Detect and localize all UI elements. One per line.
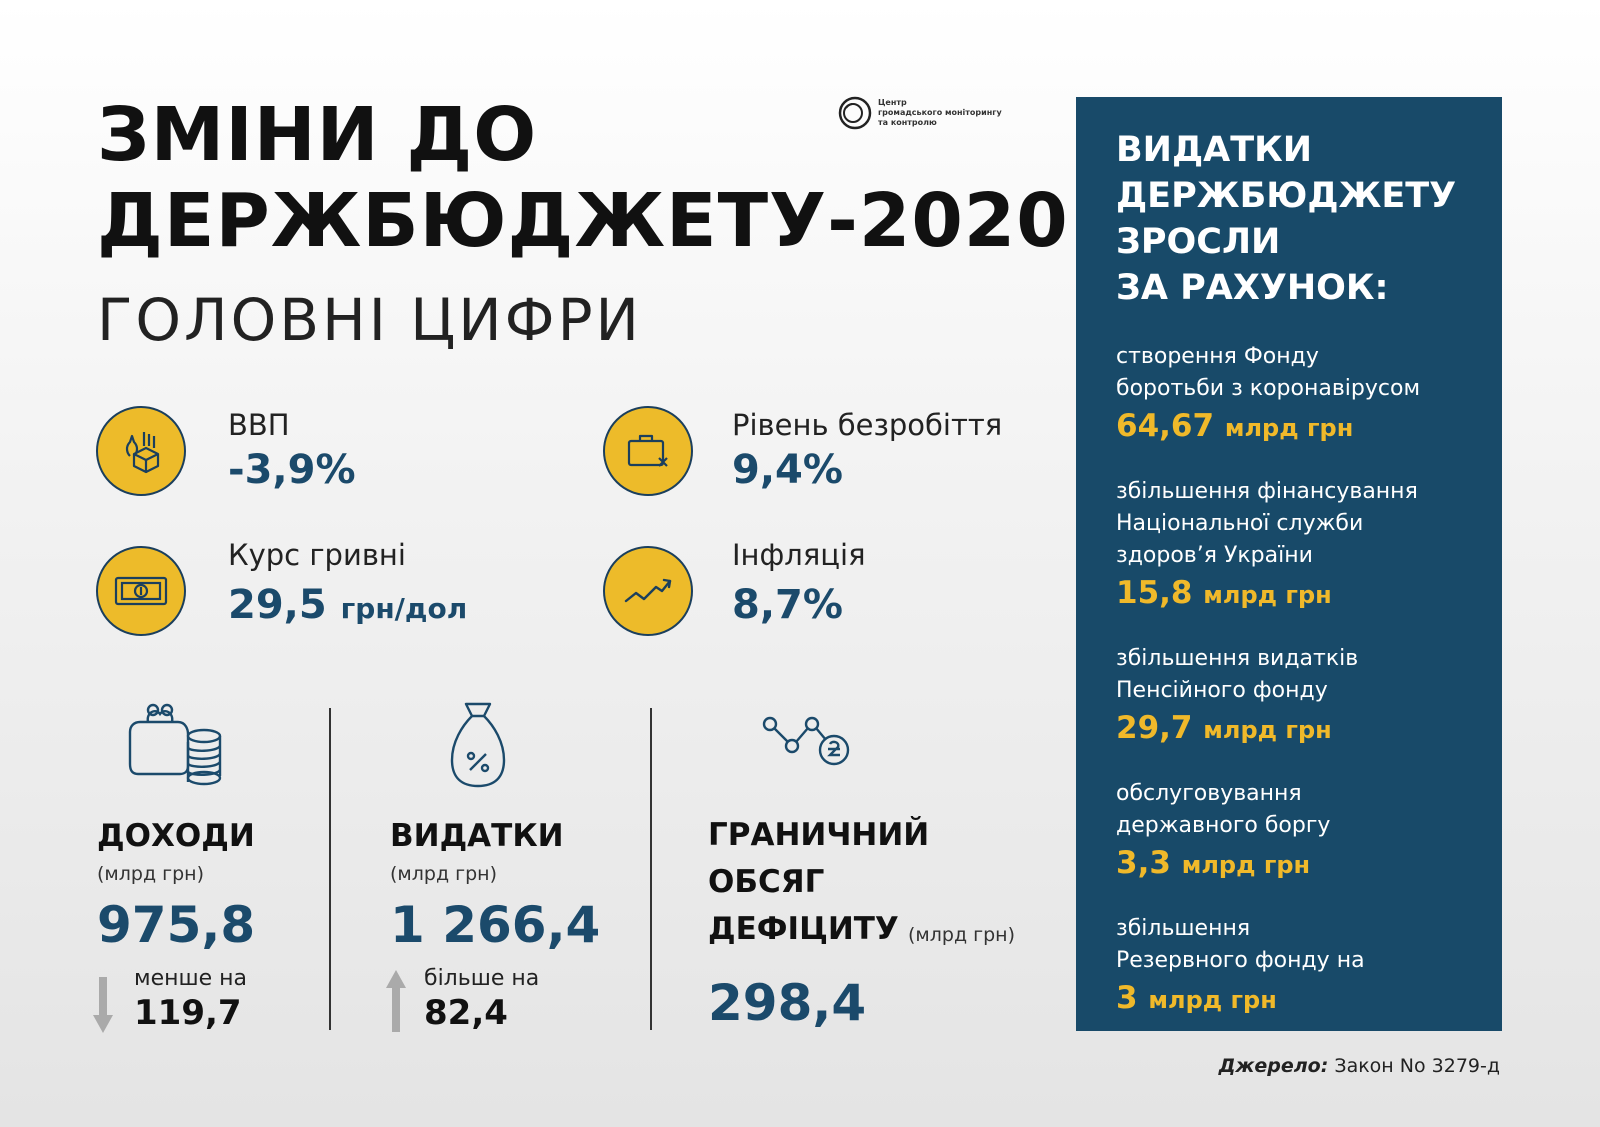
panel-title: ВИДАТКИ ДЕРЖБЮДЖЕТУ ЗРОСЛИ ЗА РАХУНОК:	[1116, 127, 1466, 311]
deficit-heading: ГРАНИЧНИЙ ОБСЯГ ДЕФІЦИТУ	[708, 812, 929, 953]
panel-item-desc: збільшення фінансування Національної слу…	[1116, 476, 1466, 572]
logo-line-1: Центр	[878, 98, 907, 107]
exchange-unit: грн/дол	[340, 592, 468, 625]
wallet-coins-icon	[128, 703, 222, 786]
panel-item-amount: 3 млрд грн	[1116, 977, 1466, 1021]
panel-item-desc: обслуговування державного боргу	[1116, 778, 1466, 842]
metric-value-exchange: 29,5 грн/дол	[228, 582, 467, 628]
amount-unit: млрд грн	[1224, 414, 1354, 442]
desc-line: створення Фонду	[1116, 344, 1319, 369]
metric-label-inflation: Інфляція	[732, 538, 866, 572]
logo-line-3: та контролю	[878, 118, 937, 127]
divider	[650, 708, 652, 1030]
trend-up-icon	[603, 546, 693, 636]
income-value: 975,8	[97, 896, 256, 954]
logo-line-2: громадського моніторингу	[878, 108, 1002, 117]
panel-title-line: ДЕРЖБЮДЖЕТУ	[1116, 176, 1457, 216]
title-line-1: ЗМІНИ ДО	[97, 92, 538, 178]
network-hryvnia-icon	[762, 716, 850, 766]
panel-item-amount: 3,3 млрд грн	[1116, 842, 1466, 886]
logo-text: Центр громадського моніторингу та контро…	[878, 98, 1002, 128]
money-bag-icon	[450, 702, 506, 788]
logo: Центр громадського моніторингу та контро…	[838, 96, 1002, 130]
panel-item-desc: збільшення Резервного фонду на	[1116, 913, 1466, 977]
metric-label-gdp: ВВП	[228, 408, 290, 442]
amount-unit: млрд грн	[1203, 581, 1332, 609]
amount-unit: млрд грн	[1148, 986, 1277, 1014]
deficit-value: 298,4	[708, 974, 867, 1032]
panel-item: обслуговування державного боргу 3,3 млрд…	[1116, 778, 1466, 886]
amount-value: 29,7	[1116, 710, 1193, 746]
desc-line: збільшення видатків	[1116, 646, 1359, 671]
desc-line: здоров’я України	[1116, 543, 1313, 568]
source-label: Джерело:	[1218, 1055, 1329, 1077]
desc-line: обслуговування	[1116, 781, 1302, 806]
subtitle: ГОЛОВНІ ЦИФРИ	[97, 286, 642, 354]
metric-label-unemployment: Рівень безробіття	[732, 408, 1003, 442]
amount-value: 3,3	[1116, 845, 1171, 881]
panel-item-amount: 15,8 млрд грн	[1116, 572, 1466, 616]
amount-value: 64,67	[1116, 408, 1215, 444]
desc-line: збільшення	[1116, 916, 1251, 941]
amount-unit: млрд грн	[1181, 851, 1311, 879]
amount-unit: млрд грн	[1203, 716, 1332, 744]
metric-value-gdp: -3,9%	[228, 447, 356, 493]
panel-item-amount: 29,7 млрд грн	[1116, 707, 1466, 751]
metric-value-inflation: 8,7%	[732, 582, 843, 628]
amount-value: 3	[1116, 980, 1138, 1016]
arrow-down-icon	[93, 977, 113, 1033]
logo-eye-icon	[838, 96, 872, 130]
income-delta-label: менше на	[134, 966, 248, 991]
source-note: Джерело: Закон No 3279-д	[1219, 1055, 1500, 1077]
banknote-icon	[96, 546, 186, 636]
expenses-delta-value: 82,4	[424, 993, 508, 1033]
desc-line: державного боргу	[1116, 813, 1331, 838]
income-heading: ДОХОДИ	[97, 818, 255, 854]
amount-value: 15,8	[1116, 575, 1193, 611]
panel-item-desc: створення Фонду боротьби з коронавірусом	[1116, 341, 1466, 405]
panel-title-line: ВИДАТКИ	[1116, 130, 1313, 170]
panel-item-amount: 64,67 млрд грн	[1116, 405, 1466, 449]
deficit-line-1: ГРАНИЧНИЙ	[708, 817, 930, 853]
exchange-value: 29,5	[228, 582, 327, 628]
expenses-delta-label: більше на	[424, 966, 540, 991]
desc-line: Резервного фонду на	[1116, 948, 1365, 973]
title-line-2: ДЕРЖБЮДЖЕТУ-2020	[97, 178, 1069, 264]
panel-item: збільшення видатків Пенсійного фонду 29,…	[1116, 643, 1466, 751]
panel-item: збільшення фінансування Національної слу…	[1116, 476, 1466, 616]
expenses-growth-panel: ВИДАТКИ ДЕРЖБЮДЖЕТУ ЗРОСЛИ ЗА РАХУНОК: с…	[1076, 97, 1502, 1031]
panel-item: збільшення Резервного фонду на 3 млрд гр…	[1116, 913, 1466, 1021]
expenses-heading: ВИДАТКИ	[390, 818, 564, 854]
arrow-up-icon	[386, 970, 406, 1032]
divider	[329, 708, 331, 1030]
panel-item: створення Фонду боротьби з коронавірусом…	[1116, 341, 1466, 449]
expenses-unit: (млрд грн)	[390, 863, 498, 885]
desc-line: Пенсійного фонду	[1116, 678, 1328, 703]
metric-value-unemployment: 9,4%	[732, 447, 843, 493]
panel-title-line: ЗРОСЛИ	[1116, 222, 1281, 262]
deficit-line-3: ДЕФІЦИТУ	[708, 911, 899, 947]
income-delta-value: 119,7	[134, 993, 242, 1033]
source-text: Закон No 3279-д	[1328, 1055, 1500, 1077]
metric-label-exchange: Курс гривні	[228, 538, 406, 572]
desc-line: Національної служби	[1116, 511, 1364, 536]
deficit-line-2: ОБСЯГ	[708, 864, 825, 900]
desc-line: збільшення фінансування	[1116, 479, 1418, 504]
desc-line: боротьби з коронавірусом	[1116, 376, 1421, 401]
page-title: ЗМІНИ ДО ДЕРЖБЮДЖЕТУ-2020	[97, 92, 1069, 264]
deficit-unit: (млрд грн)	[908, 924, 1016, 946]
panel-title-line: ЗА РАХУНОК:	[1116, 268, 1389, 308]
income-unit: (млрд грн)	[97, 863, 205, 885]
expenses-value: 1 266,4	[390, 896, 601, 954]
unemployment-briefcase-icon	[603, 406, 693, 496]
gdp-icon	[96, 406, 186, 496]
panel-item-desc: збільшення видатків Пенсійного фонду	[1116, 643, 1466, 707]
